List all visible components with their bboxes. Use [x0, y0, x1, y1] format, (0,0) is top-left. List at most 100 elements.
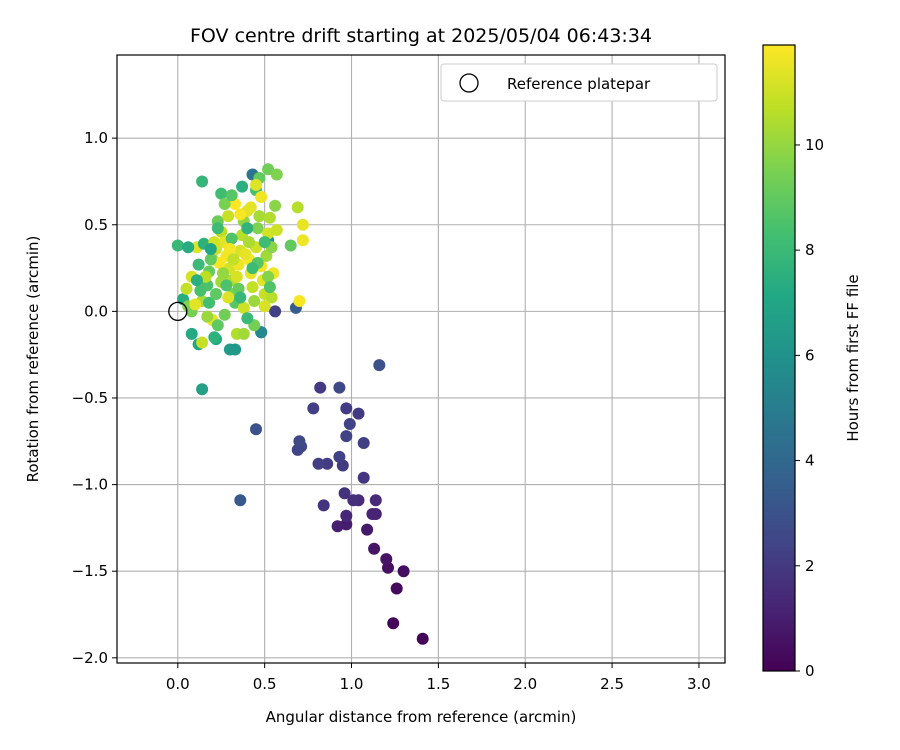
data-point	[180, 282, 193, 295]
data-point	[246, 281, 259, 294]
data-point	[243, 236, 255, 249]
data-point	[182, 241, 195, 254]
data-point	[314, 381, 327, 394]
colorbar-tick-label: 4	[805, 452, 815, 470]
data-point	[211, 319, 224, 332]
data-point	[239, 248, 252, 261]
x-tick-label: 1.5	[426, 675, 450, 693]
grid-lines	[117, 55, 725, 663]
plot-frame	[116, 54, 726, 664]
data-point	[215, 187, 228, 200]
data-point	[250, 423, 262, 436]
data-point	[229, 343, 242, 356]
data-point	[194, 284, 207, 297]
data-point	[263, 211, 276, 224]
y-tick-label: −0.5	[72, 389, 108, 407]
data-point	[237, 327, 250, 340]
data-point	[416, 632, 429, 645]
data-point	[263, 281, 276, 294]
data-point	[397, 565, 410, 578]
data-point	[218, 308, 231, 321]
data-point	[357, 471, 370, 484]
data-point	[225, 189, 238, 202]
x-tick-label: 1.0	[340, 675, 364, 693]
data-point	[236, 180, 249, 193]
data-point	[234, 208, 247, 221]
data-point	[265, 291, 278, 304]
data-point	[241, 222, 254, 235]
plot-area	[116, 54, 726, 664]
legend: Reference platepar	[440, 63, 718, 102]
colorbar-tick-label: 0	[805, 662, 815, 680]
data-point	[201, 310, 214, 323]
data-point	[347, 494, 360, 507]
y-tick-label: −1.0	[72, 476, 108, 494]
data-point	[331, 520, 344, 533]
data-point	[217, 267, 229, 280]
x-tick-label: 2.0	[513, 675, 537, 693]
colorbar-gradient	[763, 45, 795, 671]
data-point	[352, 407, 365, 420]
colorbar-tick-label: 6	[805, 346, 815, 364]
data-point	[296, 234, 309, 247]
data-point	[196, 383, 209, 396]
data-point	[211, 222, 224, 235]
data-point	[234, 291, 247, 304]
data-point	[373, 359, 386, 372]
data-point	[196, 175, 209, 188]
data-point	[380, 553, 393, 566]
data-point	[171, 239, 184, 252]
data-point	[227, 253, 240, 266]
data-point	[361, 523, 374, 536]
data-point	[387, 617, 400, 630]
chart-title: FOV centre drift starting at 2025/05/04 …	[190, 25, 652, 47]
data-point	[244, 201, 257, 214]
data-point	[204, 243, 217, 255]
data-point	[312, 457, 325, 470]
colorbar-ticks: 0 2 4 6 8 10	[795, 136, 824, 680]
x-tick-label: 0.0	[166, 675, 190, 693]
data-point	[204, 253, 217, 266]
data-point	[321, 457, 334, 470]
y-axis-ticks: −2.0 −1.5 −1.0 −0.5 0.0 0.5 1.0	[72, 129, 117, 667]
data-point	[293, 295, 306, 307]
data-point	[258, 236, 271, 249]
data-point	[270, 224, 283, 236]
legend-reference-marker	[459, 73, 479, 93]
x-tick-label: 0.5	[253, 675, 277, 693]
data-point	[258, 300, 271, 313]
data-point	[255, 191, 268, 203]
data-point	[262, 270, 275, 283]
data-point	[234, 494, 247, 507]
scatter-points	[171, 163, 429, 645]
x-axis-ticks: 0.0 0.5 1.0 1.5 2.0 2.5 3.0	[166, 663, 711, 693]
data-point	[340, 430, 353, 443]
data-point	[253, 210, 266, 223]
data-point	[368, 542, 381, 555]
data-point	[307, 402, 320, 415]
data-point	[366, 508, 379, 520]
data-point	[220, 279, 233, 292]
data-point	[284, 239, 297, 252]
data-point	[343, 418, 356, 430]
data-point	[269, 305, 282, 318]
data-point	[185, 327, 198, 340]
data-point	[246, 262, 259, 275]
data-point	[203, 296, 216, 309]
colorbar-tick-label: 10	[805, 136, 824, 154]
y-tick-label: 0.5	[84, 216, 108, 234]
data-point	[293, 435, 306, 448]
data-point	[260, 249, 273, 262]
data-point	[248, 295, 261, 307]
x-axis-label: Angular distance from reference (arcmin)	[266, 708, 577, 726]
y-tick-label: 0.0	[84, 302, 108, 320]
y-tick-label: −1.5	[72, 562, 108, 580]
x-tick-label: 3.0	[687, 675, 711, 693]
data-point	[189, 298, 202, 311]
data-point	[390, 582, 403, 595]
y-axis-label: Rotation from reference (arcmin)	[24, 236, 42, 483]
data-point	[210, 288, 222, 300]
data-point	[222, 210, 235, 223]
colorbar: 0 2 4 6 8 10 Hours from first FF file	[762, 44, 862, 680]
legend-reference-label: Reference platepar	[507, 75, 651, 93]
